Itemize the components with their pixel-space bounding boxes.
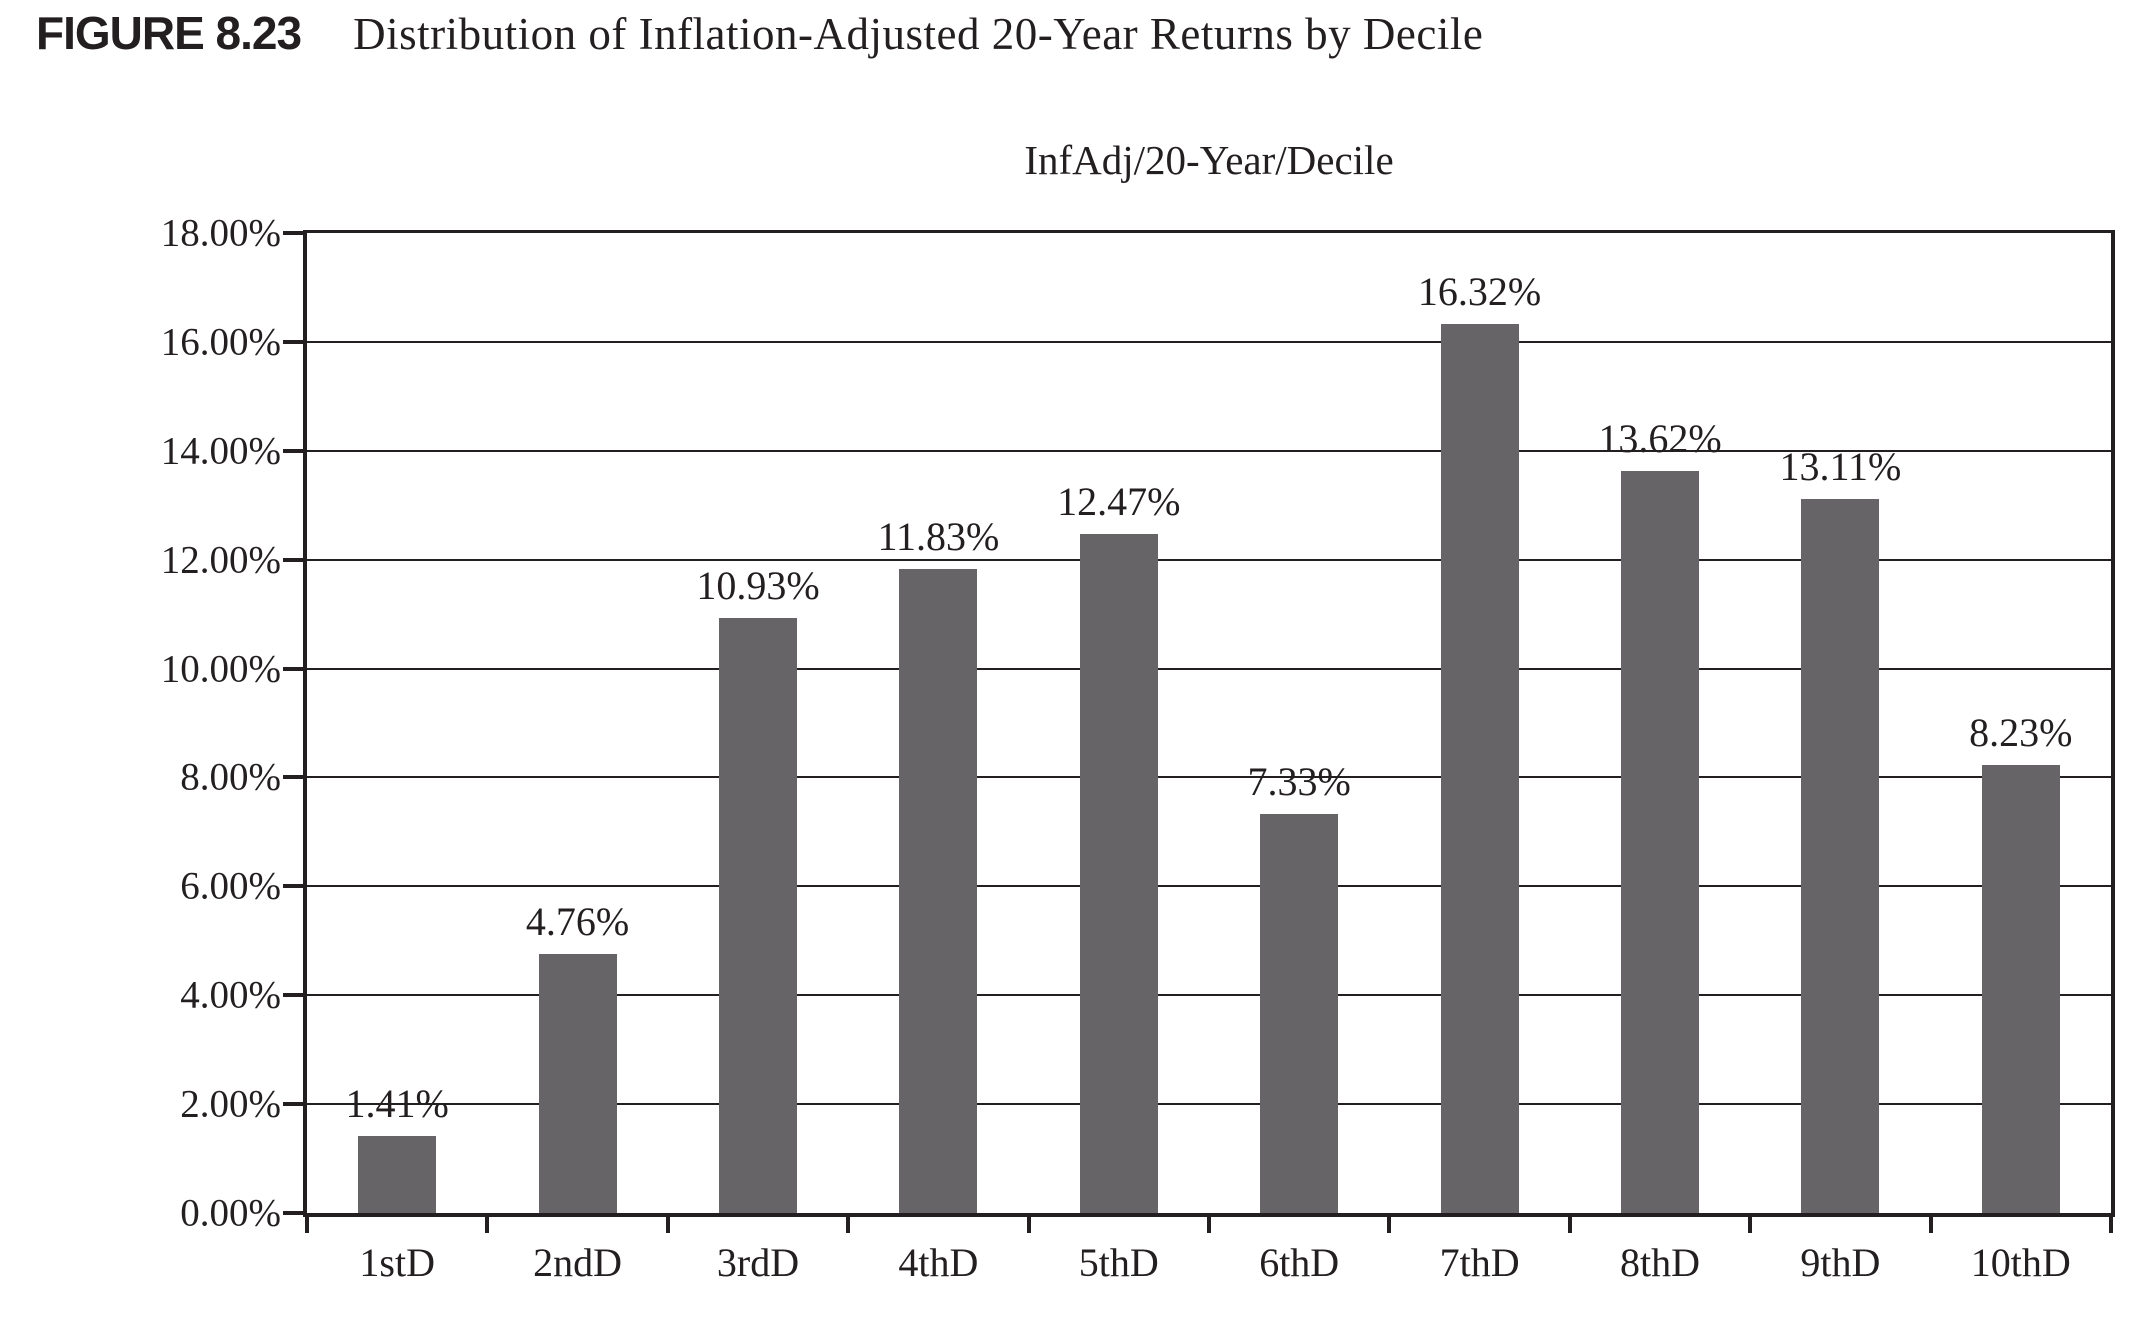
x-axis-label-3rdD: 3rdD	[716, 1240, 800, 1285]
bar-value-label-8thD: 13.62%	[1598, 416, 1722, 462]
y-axis-tick-label: 12.00%	[160, 538, 281, 582]
x-axis-label-2ndD: 2ndD	[533, 1240, 623, 1285]
x-axis-label-4thD: 4thD	[898, 1240, 979, 1285]
figure-header: FIGURE 8.23 Distribution of Inflation-Ad…	[36, 6, 1483, 60]
bar-7thD	[1440, 324, 1519, 1213]
y-axis-tick	[283, 1102, 307, 1107]
x-axis-tick	[1387, 1213, 1392, 1233]
bar-3rdD	[719, 617, 797, 1213]
y-axis-tick	[283, 666, 307, 671]
bar-value-label-7thD: 16.32%	[1417, 269, 1542, 315]
x-axis-label-8thD: 8thD	[1620, 1240, 1700, 1285]
x-axis-tick	[1928, 1213, 1933, 1233]
bar-4thD	[899, 568, 978, 1213]
x-axis-label-5thD: 5thD	[1078, 1240, 1159, 1285]
y-gridline	[307, 340, 2111, 343]
y-axis-tick	[283, 339, 307, 344]
x-axis-label-7thD: 7thD	[1439, 1240, 1520, 1285]
bar-value-label-4thD: 11.83%	[877, 513, 1000, 559]
bar-value-label-3rdD: 10.93%	[696, 562, 820, 608]
bar-value-label-1stD: 1.41%	[345, 1081, 449, 1127]
x-axis-tick	[485, 1213, 490, 1233]
y-axis-tick	[283, 448, 307, 453]
bar-9thD	[1801, 499, 1880, 1213]
y-axis-tick-label: 2.00%	[180, 1082, 281, 1126]
y-axis-tick-label: 4.00%	[180, 973, 281, 1017]
bar-value-label-2ndD: 4.76%	[525, 898, 630, 944]
bar-1stD	[358, 1136, 437, 1213]
x-axis-label-10thD: 10thD	[1970, 1240, 2071, 1285]
figure-number-label: FIGURE 8.23	[36, 7, 302, 59]
x-axis-tick	[1207, 1213, 1211, 1233]
x-axis-tick	[846, 1213, 851, 1233]
y-gridline	[307, 558, 2111, 561]
x-axis-tick	[665, 1213, 670, 1233]
y-axis-tick-label: 0.00%	[180, 1191, 281, 1235]
y-axis-tick-label: 14.00%	[160, 429, 281, 473]
y-gridline	[307, 1103, 2111, 1106]
y-gridline	[307, 885, 2111, 888]
x-axis-label-1stD: 1stD	[359, 1240, 435, 1285]
y-axis-tick	[283, 231, 307, 235]
bar-6thD	[1260, 813, 1339, 1213]
y-axis-tick-label: 16.00%	[160, 320, 281, 364]
bar-value-label-6thD: 7.33%	[1247, 758, 1351, 804]
x-axis-tick	[1748, 1213, 1753, 1233]
x-axis-label-9thD: 9thD	[1800, 1240, 1881, 1285]
figure-title: Distribution of Inflation-Adjusted 20-Ye…	[353, 9, 1484, 59]
y-axis-tick	[283, 557, 307, 562]
x-axis-tick	[305, 1213, 309, 1233]
y-axis-tick-label: 6.00%	[180, 864, 281, 908]
bar-value-label-10thD: 8.23%	[1969, 709, 2073, 755]
x-axis-tick	[1026, 1213, 1031, 1233]
y-gridline	[307, 449, 2111, 452]
bar-chart-plot-area: 0.00% 2.00% 4.00% 6.00% 8.00% 10.00% 12.00% 14.…	[161, 214, 2115, 1283]
bar-2ndD	[538, 953, 617, 1213]
bar-value-label-9thD: 13.11%	[1779, 444, 1902, 490]
y-gridline	[307, 667, 2111, 670]
y-axis-tick	[283, 884, 307, 889]
bar-value-label-5thD: 12.47%	[1057, 479, 1181, 525]
y-axis-tick-label: 10.00%	[160, 647, 281, 691]
bar-5thD	[1079, 534, 1158, 1213]
y-axis-tick	[283, 775, 307, 780]
y-axis-tick	[283, 1211, 307, 1215]
y-axis-tick-label: 8.00%	[180, 755, 281, 799]
y-axis-tick	[283, 993, 307, 998]
y-axis-tick-label: 18.00%	[160, 211, 281, 255]
y-gridline	[307, 776, 2111, 779]
bar-10thD	[1981, 764, 2060, 1213]
bar-8thD	[1621, 471, 1699, 1213]
x-axis-label-6thD: 6thD	[1259, 1240, 1340, 1285]
chart-title: InfAdj/20-Year/Decile	[1024, 137, 1394, 183]
x-axis-tick	[1567, 1213, 1572, 1233]
x-axis-tick	[2109, 1213, 2113, 1233]
y-gridline	[307, 994, 2111, 997]
